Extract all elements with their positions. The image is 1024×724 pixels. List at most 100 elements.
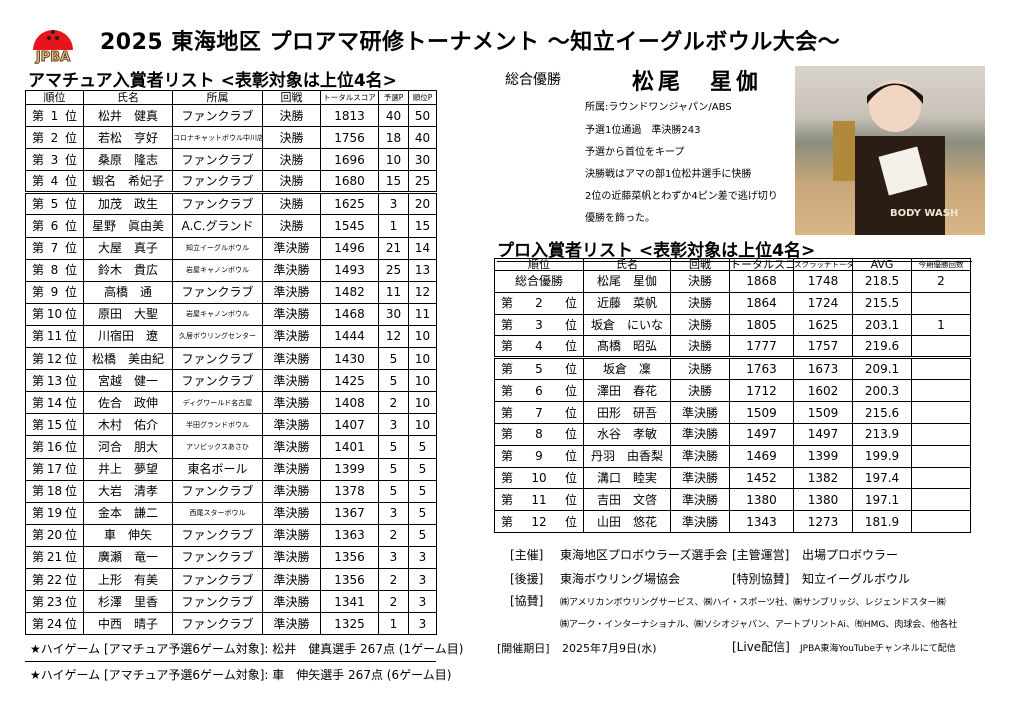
cell-1: 松尾 星伽 (583, 270, 671, 293)
organizer: 東海地区プロボウラーズ選手会 (560, 548, 728, 562)
table-row: 第 6 位星野 眞由美 A.C.グランド 決勝 1545 1 15 (25, 214, 437, 238)
cell-4: 1748 (793, 270, 853, 293)
cell-1: 川宿田 遼 (83, 324, 173, 349)
rank-part: 位 (64, 219, 77, 234)
cell-5: 3 (378, 413, 409, 437)
cell-1: 木村 佑介 (83, 413, 173, 437)
cell-2: ファンクラブ (172, 479, 263, 503)
rank-part: 第 (501, 492, 514, 507)
cell-5: 5 (378, 435, 409, 459)
cell-4: 1430 (320, 347, 379, 371)
cell-4: 1399 (320, 457, 379, 481)
cell-3: 1343 (729, 510, 794, 533)
cell-2: 準決勝 (670, 466, 730, 490)
divider (25, 661, 436, 662)
cell-1: 廣瀬 竜一 (83, 545, 173, 569)
rank-cell: 第 10 位 (25, 302, 84, 326)
cell-6: 3 (408, 612, 437, 636)
rank-part: 位 (64, 528, 77, 543)
cell-3: 準決勝 (262, 457, 321, 481)
cell-1: 高橋 通 (83, 280, 173, 304)
cell-3: 1452 (729, 466, 794, 490)
rank-part: 6 (535, 383, 543, 398)
table-row: 第 1 位松井 健真 ファンクラブ 決勝 1813 40 50 (25, 103, 437, 128)
cell-1: 中西 晴子 (83, 612, 173, 636)
cell-3: 準決勝 (262, 391, 321, 415)
table-row: 第 15 位木村 佑介 半田グランドボウル 準決勝 1407 3 10 (25, 413, 437, 437)
cell-3: 準決勝 (262, 567, 321, 592)
high-game-note-1: ★ハイゲーム [アマチュア予選6ゲーム対象]: 松井 健真選手 267点 (1ゲ… (30, 642, 464, 656)
cell-6: 11 (408, 302, 437, 326)
cell-5: 30 (378, 302, 409, 326)
cell-6: 40 (408, 126, 437, 150)
rank: 第 21 位 (27, 547, 83, 567)
cell-6: 20 (408, 192, 437, 216)
table-row: 第 4 位髙橋 昭弘 決勝 1777 1757 219.6 (494, 335, 971, 360)
cell-3: 1380 (729, 488, 794, 512)
cell-5: 200.3 (852, 379, 912, 403)
table-row: 第 3 位桑原 隆志 ファンクラブ 決勝 1696 10 30 (25, 148, 437, 172)
cell-3: 決勝 (262, 103, 321, 128)
cell-1: 星野 眞由美 (83, 214, 173, 238)
rank-part: 位 (64, 395, 77, 410)
table-row: 第 5 位坂倉 凜決勝 1763 1673 209.1 (494, 357, 971, 381)
cell-5: 5 (378, 457, 409, 481)
cell-3: 準決勝 (262, 612, 321, 636)
rank-part: 第 (32, 417, 45, 432)
cell-3: 準決勝 (262, 501, 321, 525)
rank-cell: 第 9 位 (494, 444, 584, 468)
rank-part: 位 (564, 492, 577, 507)
cell-4: 1496 (320, 236, 379, 260)
winner-label: 総合優勝 (505, 72, 561, 88)
rank-part: 位 (564, 449, 577, 464)
rank-part: 第 (32, 439, 45, 454)
cell-3: 準決勝 (262, 258, 321, 282)
rank: 第 5 位 (496, 359, 583, 379)
rank: 第 6 位 (496, 381, 583, 401)
cell-6: 5 (408, 457, 437, 481)
cell-2: A.C.グランド (172, 214, 263, 238)
rank-cell: 総合優勝 (494, 270, 584, 293)
winner-detail: 優勝を飾った。 (585, 213, 655, 224)
rank-cell: 第 15 位 (25, 413, 84, 437)
support-label: [後援] (510, 572, 544, 586)
cell-6: 30 (408, 148, 437, 172)
rank-part: 6 (50, 219, 59, 234)
rank-part: 位 (64, 108, 77, 123)
cell-6 (911, 335, 971, 360)
cell-3: 1868 (729, 270, 794, 293)
rank: 第 8 位 (496, 424, 583, 444)
cell-5: 12 (378, 324, 409, 349)
rank-part: 11 (46, 329, 63, 344)
rank-part: 第 (501, 383, 514, 398)
amateur-table: 順位 氏名 所属 回戦 トータルスコア 予選P 順位P 第 1 位松井 健真 ファンクラブ 決勝 18… (25, 90, 437, 636)
cell-6: 1 (911, 313, 971, 337)
cell-6 (911, 422, 971, 446)
cell-2: ファンクラブ (172, 280, 263, 304)
rank-cell: 第 17 位 (25, 457, 84, 481)
cell-6: 12 (408, 280, 437, 304)
rank-part: 位 (564, 317, 577, 332)
cell-1: 大岩 清孝 (83, 479, 173, 503)
table-row: 総合優勝 松尾 星伽 決勝 1868 1748 218.5 2 (494, 270, 971, 293)
rank-part: 位 (64, 550, 77, 565)
rank-part: 第 (32, 462, 45, 477)
rank-part: 7 (50, 241, 59, 256)
cell-2: ファンクラブ (172, 612, 263, 636)
rank-part: 24 (46, 616, 63, 631)
cell-1: 鈴木 貴広 (83, 258, 173, 282)
cell-6: 5 (408, 435, 437, 459)
cell-3: 1864 (729, 291, 794, 315)
cell-6: 3 (408, 545, 437, 569)
cell-5: 11 (378, 280, 409, 304)
rank: 第 2 位 (496, 293, 583, 313)
cell-2: ファンクラブ (172, 545, 263, 569)
cell-2: ファンクラブ (172, 347, 263, 371)
live-stream-info: JPBA東海YouTubeチャンネルにて配信 (800, 644, 956, 654)
cell-4: 1756 (320, 126, 379, 150)
cell-1: 髙橋 昭弘 (583, 335, 671, 360)
cell-1: 金本 謙二 (83, 501, 173, 525)
rank-part: 位 (64, 130, 77, 145)
table-row: 第 6 位澤田 春花 決勝 1712 1602 200.3 (494, 379, 971, 403)
